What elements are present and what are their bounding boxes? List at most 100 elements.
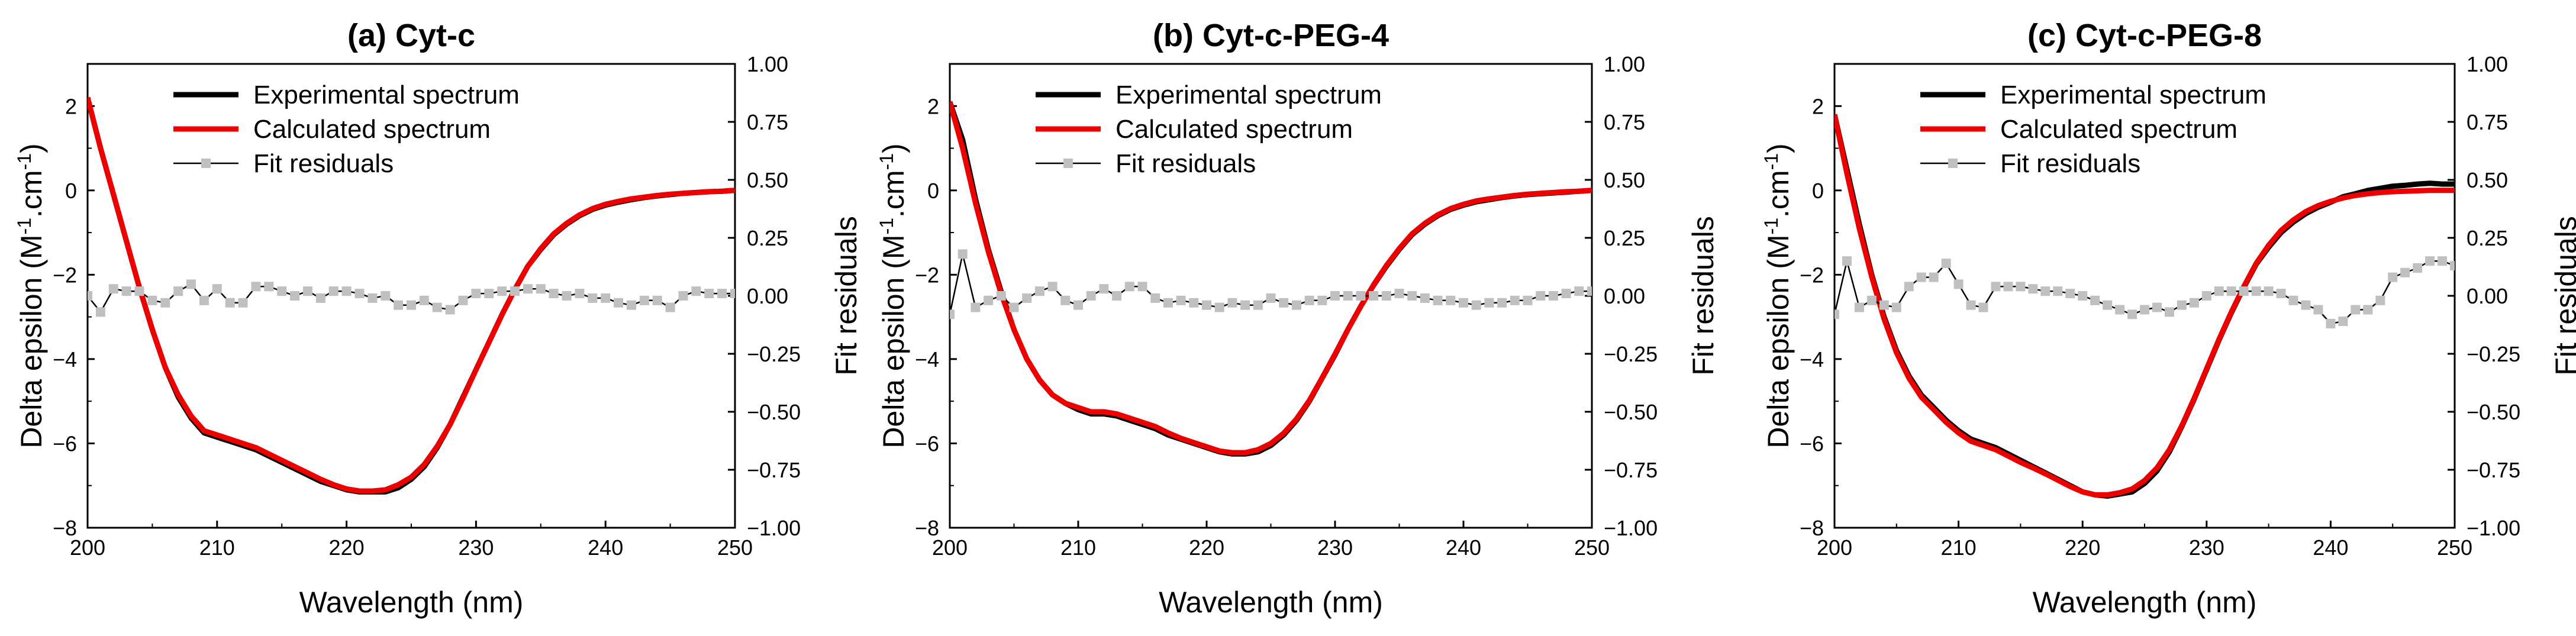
y-tick-label: 2 bbox=[65, 94, 77, 118]
y2-tick-label: 0.00 bbox=[2467, 284, 2508, 308]
residual-point bbox=[1189, 298, 1199, 308]
x-tick-label: 210 bbox=[199, 535, 235, 560]
residual-point bbox=[2388, 272, 2398, 282]
x-tick-label: 230 bbox=[2189, 535, 2224, 560]
residual-point bbox=[2152, 302, 2162, 312]
panel-1: (a) Cyt-c 200 210 220 230 240 250 −8 −6 −4 −2 0 2 −1.… bbox=[14, 18, 863, 619]
y2-tick-label: −1.00 bbox=[1604, 516, 1658, 540]
residual-point bbox=[1330, 291, 1340, 301]
plot-area bbox=[1835, 114, 2455, 499]
residual-point bbox=[251, 282, 261, 292]
residual-point bbox=[1891, 302, 1901, 312]
residual-point bbox=[2425, 256, 2435, 266]
y2-tick-label: −0.25 bbox=[2467, 342, 2520, 366]
series-experimental-line bbox=[88, 96, 735, 495]
y2-tick-label: 0.00 bbox=[747, 284, 788, 308]
residual-point bbox=[2164, 307, 2174, 317]
legend-label: Experimental spectrum bbox=[1115, 80, 1382, 109]
residual-point bbox=[523, 284, 533, 294]
y-axis-label-part: .cm bbox=[1762, 170, 1795, 218]
residual-point bbox=[394, 300, 404, 310]
residual-point bbox=[691, 286, 701, 296]
y2-tick-label: −0.75 bbox=[2467, 458, 2520, 482]
residual-point bbox=[238, 298, 248, 308]
x-tick-label: 250 bbox=[1574, 535, 1610, 560]
residual-point bbox=[2065, 289, 2075, 299]
y-axis-label-part: Delta epsilon (M bbox=[877, 234, 910, 448]
residual-point bbox=[1523, 295, 1533, 305]
y-axis-label-part: Delta epsilon (M bbox=[15, 234, 48, 448]
residual-point bbox=[147, 295, 157, 305]
x-tick-label: 240 bbox=[2313, 535, 2348, 560]
x-axis-label: Wavelength (nm) bbox=[299, 586, 524, 619]
legend: Experimental spectrum Calculated spectrum… bbox=[1036, 80, 1382, 178]
x-axis-label: Wavelength (nm) bbox=[2033, 586, 2257, 619]
y-tick-label: −2 bbox=[915, 263, 939, 287]
residual-point bbox=[1835, 309, 1839, 319]
y2-tick-label: 0.50 bbox=[1604, 168, 1645, 192]
residual-point bbox=[2338, 317, 2348, 327]
residual-point bbox=[2251, 286, 2261, 296]
residual-point bbox=[971, 302, 981, 312]
x-tick-label: 200 bbox=[932, 535, 968, 560]
residual-point bbox=[1304, 295, 1314, 305]
legend: Experimental spectrum Calculated spectrum… bbox=[173, 80, 520, 178]
residual-point bbox=[2189, 298, 2199, 308]
residual-point bbox=[1022, 293, 1032, 303]
residual-point bbox=[2028, 284, 2038, 294]
residual-point bbox=[984, 295, 994, 305]
residual-point bbox=[1112, 291, 1122, 301]
residual-point bbox=[1150, 293, 1160, 303]
residual-point bbox=[199, 295, 209, 305]
residual-point bbox=[1407, 291, 1417, 301]
residual-point bbox=[1227, 298, 1237, 308]
residual-point bbox=[497, 286, 507, 296]
legend-swatch-residual-marker bbox=[1948, 159, 1958, 168]
residual-point bbox=[315, 293, 325, 303]
residual-point bbox=[173, 286, 183, 296]
residual-point bbox=[1009, 302, 1019, 312]
y2-tick-label: 1.00 bbox=[1604, 52, 1645, 76]
x-tick-label: 230 bbox=[458, 535, 494, 560]
residual-point bbox=[1214, 302, 1224, 312]
x-tick-label: 220 bbox=[2065, 535, 2100, 560]
y-axis-label-sup: -1 bbox=[14, 218, 35, 234]
y2-tick-label: 0.75 bbox=[2467, 110, 2508, 134]
y-axis-label: Delta epsilon (M-1.cm-1) bbox=[14, 143, 48, 448]
residual-point bbox=[2288, 295, 2298, 305]
y2-tick-label: −0.50 bbox=[2467, 400, 2520, 424]
residual-point bbox=[1561, 289, 1571, 299]
residual-point bbox=[445, 305, 455, 315]
residual-point bbox=[639, 295, 649, 305]
residual-point bbox=[2003, 282, 2013, 292]
residual-point bbox=[536, 284, 546, 294]
y-axis-label-part: Delta epsilon (M bbox=[1762, 234, 1795, 448]
residual-point bbox=[1279, 298, 1289, 308]
residual-point bbox=[510, 286, 520, 296]
y-tick-label: −6 bbox=[915, 431, 939, 456]
residual-point bbox=[1459, 298, 1468, 308]
residual-point bbox=[2201, 291, 2211, 301]
y-tick-label: −8 bbox=[1800, 516, 1824, 540]
y2-tick-label: 0.75 bbox=[1604, 110, 1645, 134]
residual-point bbox=[2140, 305, 2149, 315]
residual-point bbox=[2040, 286, 2051, 296]
y2-axis-label: Fit residuals bbox=[830, 216, 863, 376]
legend-label: Fit residuals bbox=[253, 149, 394, 178]
residual-point bbox=[665, 302, 675, 312]
y-tick-label: 0 bbox=[1812, 179, 1824, 203]
residual-point bbox=[367, 293, 378, 303]
residual-point bbox=[2127, 309, 2137, 319]
residual-point bbox=[108, 284, 118, 294]
panel-2: (b) Cyt-c-PEG-4 200 210 220 230 240 250 −8 −6 −4 −… bbox=[876, 18, 1720, 619]
chart-title: (a) Cyt-c bbox=[347, 18, 475, 53]
residual-point bbox=[1060, 295, 1071, 305]
residual-point bbox=[1536, 291, 1546, 301]
residual-point bbox=[1866, 295, 1877, 305]
legend-label: Calculated spectrum bbox=[1115, 115, 1353, 144]
x-tick-label: 250 bbox=[717, 535, 753, 560]
residual-point bbox=[432, 302, 442, 312]
chart-title: (c) Cyt-c-PEG-8 bbox=[2027, 18, 2262, 53]
residual-point bbox=[1253, 300, 1263, 310]
residual-point bbox=[626, 300, 636, 310]
